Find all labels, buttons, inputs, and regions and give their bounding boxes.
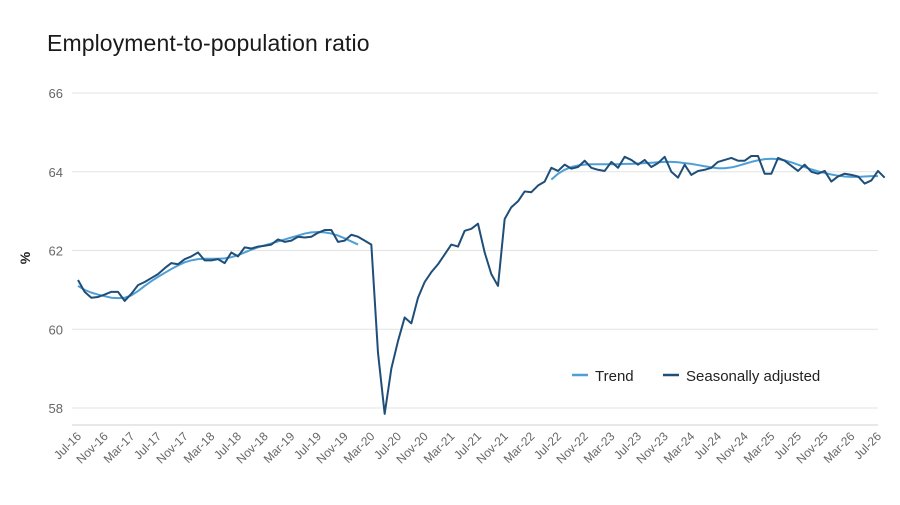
y-tick-label: 62 [49, 244, 63, 259]
gridlines [72, 92, 878, 426]
legend-label-seasonally-adjusted: Seasonally adjusted [686, 368, 820, 385]
series-lines [77, 155, 886, 415]
x-tick-label: Mar-23 [581, 429, 618, 466]
x-tick-label: Mar-20 [341, 429, 378, 466]
legend-label-trend: Trend [595, 368, 634, 385]
x-tick-label: Mar-17 [101, 429, 138, 466]
x-tick-label: Mar-19 [261, 429, 298, 466]
chart-title: Employment-to-population ratio [47, 30, 370, 56]
series-line-trend [550, 157, 878, 181]
series-line-trend [77, 230, 359, 300]
x-axis-ticks: Jul-16Nov-16Mar-17Jul-17Nov-17Mar-18Jul-… [51, 429, 884, 466]
y-tick-label: 66 [49, 86, 63, 101]
x-tick-label: Mar-18 [181, 429, 218, 466]
x-tick-label: Mar-21 [421, 429, 458, 466]
legend: Trend Seasonally adjusted [572, 368, 820, 385]
x-tick-label: Mar-26 [821, 429, 858, 466]
x-tick-label: Mar-25 [741, 429, 778, 466]
x-tick-label: Mar-22 [501, 429, 538, 466]
y-tick-label: 58 [49, 401, 63, 416]
x-tick-label: Mar-24 [661, 429, 698, 466]
y-tick-label: 60 [49, 322, 63, 337]
series-line-seasonally-adjusted [77, 155, 886, 415]
x-tick-label: Jul-26 [851, 429, 884, 462]
y-tick-label: 64 [49, 165, 63, 180]
y-axis-ticks: 58 60 62 64 66 [49, 86, 63, 416]
y-axis-label: % [17, 251, 33, 264]
